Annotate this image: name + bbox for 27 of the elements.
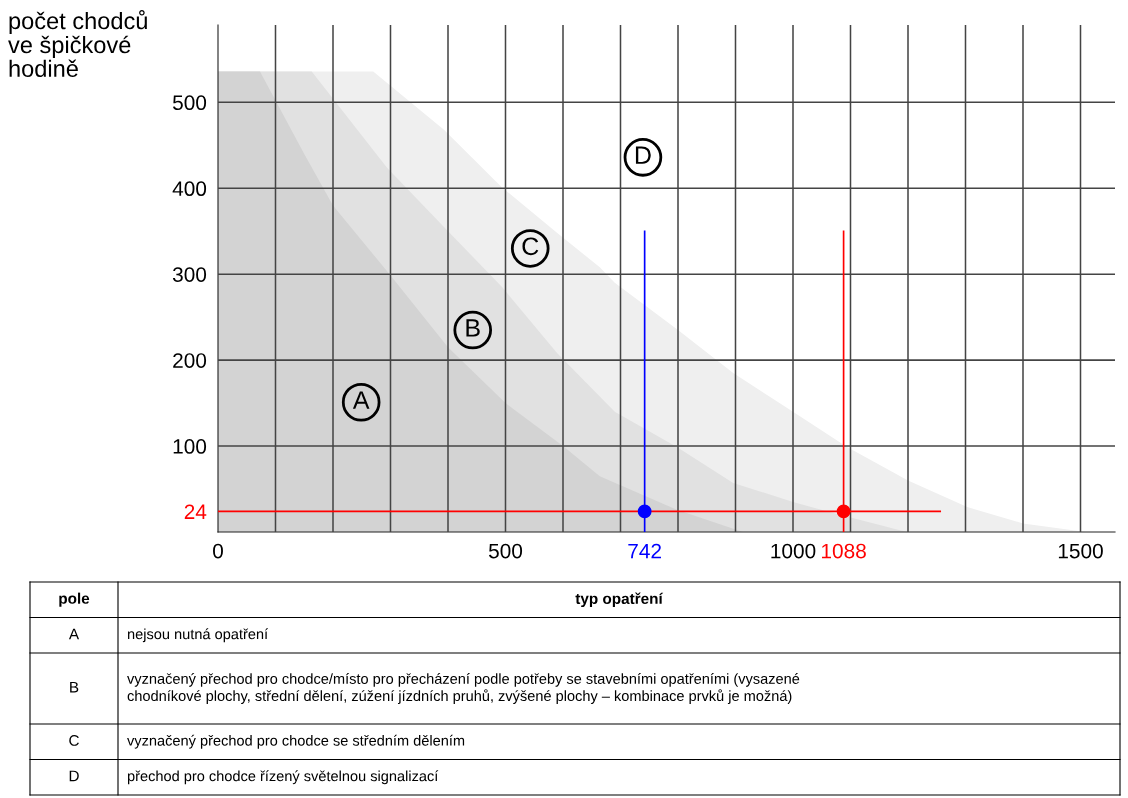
text: vyznačený přechod pro chodce/místo pro přecházení podle potřeby se stavebními opatřeními (vysazené chodníkové plochy, střední dělení, zúžení jízdních pruhů, zvýšené plochy – kombinace prvků je možná) <box>127 673 800 704</box>
annotation: A <box>352 391 370 409</box>
text: A <box>68 628 80 640</box>
x-tick-label: 742 <box>628 543 661 559</box>
annotation: C <box>522 237 539 256</box>
text: typ opatření <box>575 592 664 608</box>
y-axis-title: počet chodců ve špičkové hodině <box>8 10 147 78</box>
text: pole <box>59 592 90 607</box>
y-tick-label: 400 <box>172 181 207 197</box>
annotation: D <box>635 146 651 164</box>
x-tick-label: 1000 <box>771 543 816 559</box>
text: B <box>70 681 79 693</box>
y-tick-label: 100 <box>173 439 207 454</box>
text: vyznačený přechod pro chodce se středním dělením <box>127 734 465 749</box>
x-tick-label: 1500 <box>1058 543 1103 559</box>
text: D <box>69 770 79 782</box>
y-tick-label: 500 <box>172 95 207 111</box>
text: C <box>69 735 79 746</box>
x-tick-label: 500 <box>488 543 523 559</box>
x-tick-label: 1088 <box>822 543 866 559</box>
x-tick-label: 0 <box>213 543 223 559</box>
text: přechod pro chodce řízený světelnou signalizací <box>127 770 439 785</box>
y-tick-label: 300 <box>172 267 207 282</box>
y-tick-label: 24 <box>184 504 207 519</box>
text: nejsou nutná opatření <box>127 628 269 643</box>
y-tick-label: 200 <box>173 353 207 368</box>
annotation: B <box>466 319 480 337</box>
